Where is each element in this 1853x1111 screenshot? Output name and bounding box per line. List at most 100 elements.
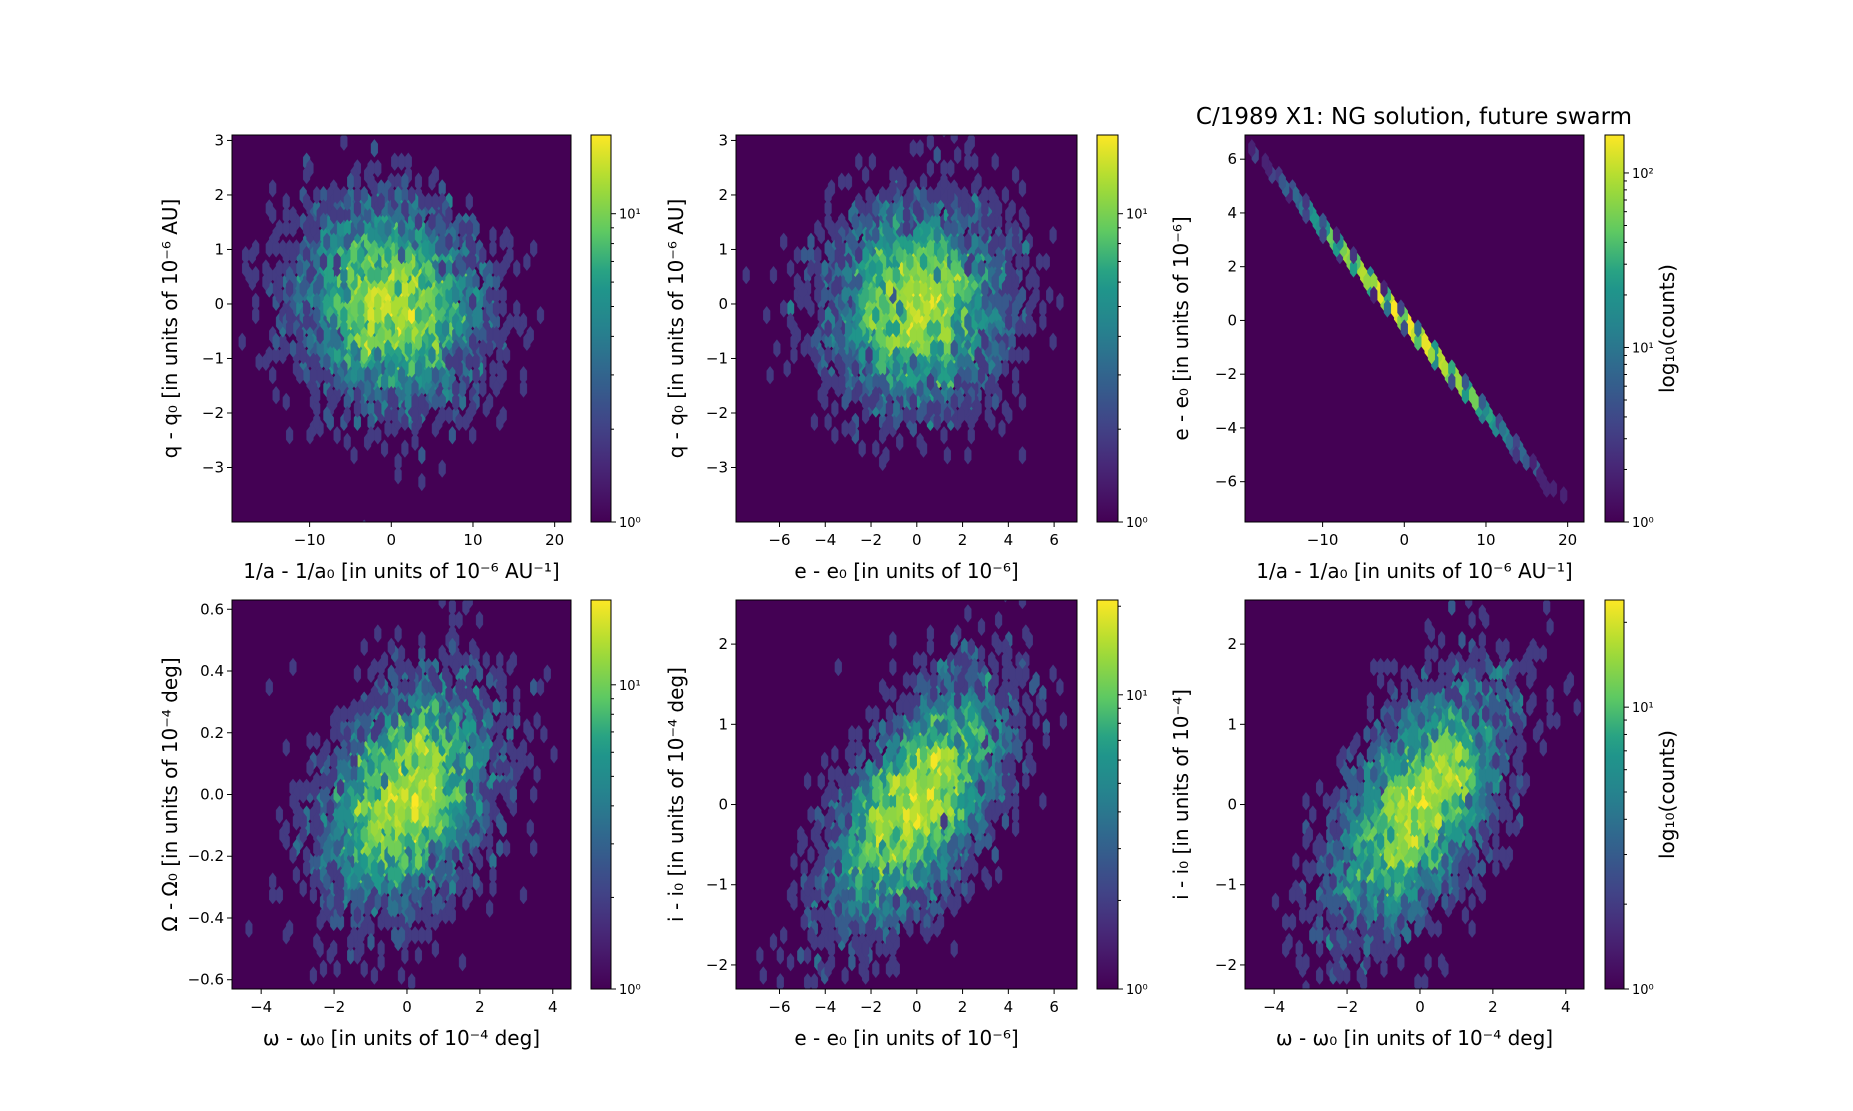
hex-bin — [330, 232, 338, 252]
hex-bin — [519, 885, 528, 905]
hex-bin — [357, 245, 365, 265]
hex-bin — [465, 600, 473, 610]
hex-bin — [776, 973, 784, 989]
x-tick-label: 4 — [1004, 998, 1014, 1016]
hex-bin — [313, 812, 321, 831]
hex-bin — [1380, 771, 1388, 791]
hex-bin — [991, 845, 999, 865]
hex-bin — [793, 272, 801, 292]
hex-bin — [1029, 265, 1037, 285]
hex-bin — [1015, 319, 1023, 338]
hex-bin — [336, 205, 345, 225]
hex-bin — [353, 172, 361, 191]
hex-bin — [343, 724, 351, 744]
hex-bin — [916, 832, 924, 851]
hex-bin — [991, 671, 999, 690]
hex-bin — [309, 872, 317, 891]
x-tick-label: 10 — [1476, 531, 1495, 549]
y-tick-label: 2 — [718, 635, 728, 653]
hex-bin — [872, 704, 880, 724]
hex-bin — [418, 738, 426, 757]
hex-bin — [408, 973, 416, 989]
hex-bin — [289, 791, 297, 811]
hex-bin — [499, 405, 507, 425]
hex-bin — [831, 744, 839, 764]
hex-bin — [926, 637, 934, 657]
y-axis-label: e - e₀ [in units of 10⁻⁶] — [1169, 216, 1193, 440]
hex-bin — [1001, 651, 1009, 670]
hex-bin — [282, 192, 290, 211]
hex-bin — [1461, 372, 1469, 392]
hex-bin — [404, 832, 412, 851]
x-tick-label: −2 — [860, 531, 882, 549]
hex-bin — [418, 272, 426, 292]
hex-bin — [469, 426, 477, 445]
hex-bin — [397, 966, 406, 985]
hex-bin — [831, 399, 839, 418]
hex-bin — [909, 325, 917, 345]
hex-bin — [1427, 345, 1436, 365]
hex-bin — [486, 285, 494, 305]
hex-bin — [933, 825, 941, 845]
y-tick-label: −1 — [706, 876, 728, 894]
hex-bin — [807, 872, 815, 891]
hex-bin — [340, 758, 348, 777]
hex-bin — [1018, 446, 1027, 465]
hex-bin — [933, 305, 941, 325]
hex-bin — [411, 711, 419, 731]
hex-bin — [489, 225, 497, 245]
hex-bin — [421, 677, 429, 697]
hex-bin — [947, 159, 955, 178]
hex-bin — [801, 1007, 808, 1025]
hex-bin — [1393, 785, 1402, 804]
hex-bin — [286, 426, 294, 445]
hex-bin — [408, 279, 416, 298]
hex-bin — [940, 771, 948, 791]
hex-bin — [401, 412, 409, 432]
hex-bin — [377, 219, 385, 238]
hex-bin — [804, 771, 812, 791]
hex-bin — [1001, 399, 1009, 418]
hex-bin — [896, 165, 904, 185]
hex-bin — [387, 385, 395, 405]
hex-bin — [933, 385, 941, 405]
hex-bin — [397, 245, 406, 265]
hex-bin — [319, 212, 328, 231]
hex-bin — [374, 624, 382, 643]
y-tick-label: −6 — [1215, 473, 1237, 491]
hex-bin — [981, 332, 989, 352]
hex-bin — [1008, 758, 1016, 777]
hex-bin — [367, 691, 375, 710]
hex-bin — [995, 744, 1003, 764]
hex-bin — [1434, 771, 1442, 791]
hex-bin — [957, 711, 965, 731]
hex-bin — [492, 778, 500, 798]
hex-bin — [367, 664, 375, 684]
hex-bin — [452, 392, 460, 412]
colorbar-tick-label: 10² — [1632, 167, 1654, 182]
colorbar-tick-label: 10¹ — [1126, 208, 1148, 223]
hex-bin — [469, 731, 477, 751]
hex-bin — [394, 865, 402, 885]
y-tick-label: 2 — [1227, 258, 1237, 276]
hex-bin — [1001, 185, 1009, 205]
hex-bin — [1022, 771, 1030, 791]
hex-bin — [252, 305, 260, 325]
hex-bin — [411, 379, 419, 398]
x-tick-label: −6 — [768, 998, 790, 1016]
hex-bin — [964, 446, 972, 465]
hex-bin — [394, 452, 402, 472]
hex-bin — [933, 412, 941, 432]
hex-bin — [303, 192, 311, 211]
hex-bin — [394, 624, 402, 643]
hex-bin — [431, 698, 439, 717]
hex-bin — [360, 637, 368, 657]
hex-bin — [759, 966, 767, 985]
hex-bin — [350, 698, 358, 717]
hex-bin — [1039, 791, 1047, 811]
colorbar-gradient — [590, 599, 612, 990]
hex-bin — [838, 172, 846, 191]
hex-bin — [347, 932, 355, 952]
